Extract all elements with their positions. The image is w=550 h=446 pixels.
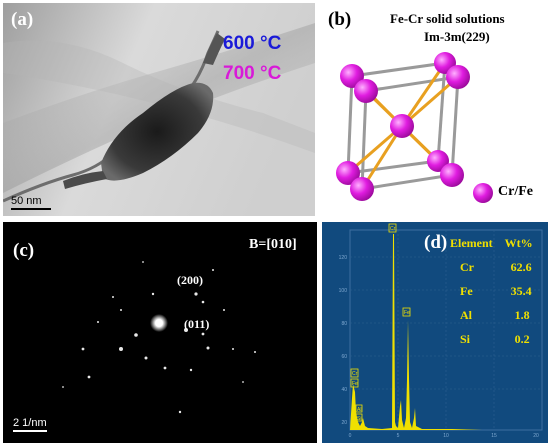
spot-label-200: (200) [177, 273, 203, 287]
scale-bar-a-line [11, 208, 51, 210]
peak-labels: Cr Fe Cr Fe Al Si [352, 226, 410, 422]
row-element: Fe [460, 284, 473, 298]
composition-table: Element Wt% Cr 62.6 Fe 35.4 Al 1.8 Si 0.… [450, 236, 533, 353]
row-wt: 1.8 [514, 308, 530, 322]
transmitted-beam [150, 314, 168, 332]
temperature-700: 700 °C [223, 63, 282, 84]
atom-legend-label: Cr/Fe [498, 184, 533, 199]
bcc-unit-cell [336, 52, 493, 203]
legend-atom [473, 183, 493, 203]
peak-label: Al [357, 407, 361, 413]
y-tick: 60 [341, 354, 347, 360]
panel-b-crystal-structure: (b) Fe-Cr solid solutions Im-3m(229) [320, 3, 548, 216]
composition-row: Al 1.8 [450, 305, 533, 329]
peak-label-boxes [350, 223, 411, 422]
row-element: Si [460, 332, 471, 346]
peak-label: Si [357, 416, 361, 422]
composition-row: Fe 35.4 [450, 281, 533, 305]
peak-label: Fe [352, 381, 358, 387]
y-tick-labels: 120 100 80 60 40 20 [339, 255, 348, 426]
gridlines [350, 230, 542, 430]
x-tick-labels: 0 5 10 15 20 [349, 433, 539, 439]
scale-bar-a-text: 50 nm [11, 195, 42, 207]
y-tick: 20 [341, 420, 347, 426]
panel-a-tem-image: (a) 600 °C 700 °C 50 nm [3, 3, 315, 216]
scale-bar-a: 50 nm [11, 195, 51, 210]
composition-row: Si 0.2 [450, 329, 533, 353]
zone-axis-label: B=[010] [249, 237, 297, 252]
panel-c-label: (c) [13, 240, 35, 261]
panel-b-label: (b) [328, 9, 352, 30]
structure-title-line1: Fe-Cr solid solutions [390, 11, 505, 26]
header-element: Element [450, 236, 493, 250]
peak-label: Cr [352, 371, 358, 377]
composition-header-row: Element Wt% [450, 236, 533, 257]
structure-title-line2: Im-3m(229) [424, 29, 490, 44]
eds-plot: Cr Fe Cr Fe Al Si 120 100 80 60 40 20 0 … [339, 223, 543, 439]
composition-row: Cr 62.6 [450, 257, 533, 281]
peak-label: Cr [390, 226, 396, 232]
diffraction-spots [62, 261, 256, 414]
y-tick: 100 [339, 288, 348, 294]
row-wt: 0.2 [514, 332, 530, 346]
atoms [336, 52, 493, 203]
scale-bar-c: 2 1/nm [13, 417, 47, 432]
spot-label-011: (011) [184, 317, 210, 331]
panel-d-label: (d) [424, 232, 448, 253]
tem-micrograph [3, 3, 315, 216]
panel-a-label: (a) [11, 9, 34, 30]
x-tick: 20 [533, 433, 539, 439]
row-element: Al [460, 308, 472, 322]
scale-bar-c-text: 2 1/nm [13, 417, 47, 429]
x-tick: 10 [443, 433, 449, 439]
row-element: Cr [460, 260, 474, 274]
row-wt: 62.6 [510, 260, 532, 274]
x-tick: 0 [349, 433, 352, 439]
scale-bar-c-line [13, 430, 47, 432]
diffraction-pattern [62, 261, 256, 414]
header-wt: Wt% [504, 236, 533, 250]
panel-d-eds-spectrum: Cr Fe Cr Fe Al Si 120 100 80 60 40 20 0 … [322, 222, 548, 443]
x-tick: 15 [491, 433, 497, 439]
y-tick: 120 [339, 255, 348, 261]
x-tick: 5 [397, 433, 400, 439]
panel-c-diffraction: (c) B=[010] (200) (011) 2 1/nm [3, 222, 317, 443]
temperature-600: 600 °C [223, 33, 282, 54]
y-tick: 80 [341, 321, 347, 327]
peak-label: Fe [404, 310, 410, 316]
row-wt: 35.4 [510, 284, 532, 298]
y-tick: 40 [341, 387, 347, 393]
